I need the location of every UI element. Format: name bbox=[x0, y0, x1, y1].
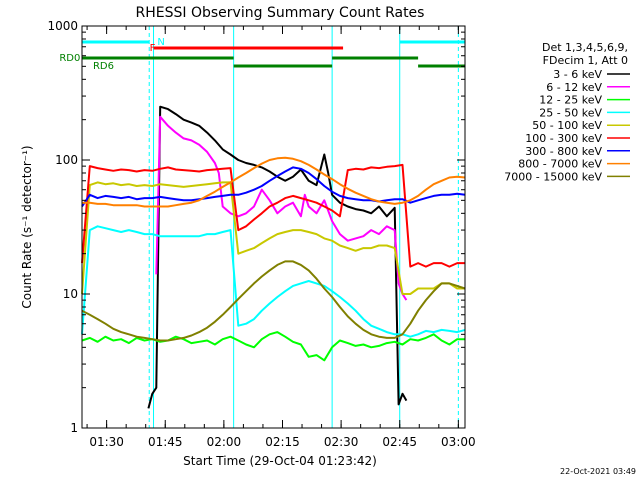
legend: Det 1,3,4,5,6,9, FDecim 1, Att 0 3 - 6 k… bbox=[504, 41, 630, 183]
series-line-7 bbox=[82, 156, 466, 208]
y-tick-label-2: 100 bbox=[55, 153, 78, 167]
legend-label-3: 25 - 50 keV bbox=[539, 106, 602, 119]
legend-label-2: 12 - 25 keV bbox=[539, 94, 602, 107]
legend-header-line-2: FDecim 1, Att 0 bbox=[543, 54, 628, 67]
series-line-5 bbox=[81, 163, 465, 268]
flag-label-1: F bbox=[150, 43, 156, 54]
x-axis-label: Start Time (29-Oct-04 01:23:42) bbox=[183, 454, 377, 468]
legend-header-line-1: Det 1,3,4,5,6,9, bbox=[542, 41, 628, 54]
generation-timestamp: 22-Oct-2021 03:49 bbox=[560, 467, 636, 476]
legend-label-4: 50 - 100 keV bbox=[532, 119, 602, 132]
series-line-8 bbox=[81, 260, 466, 342]
x-axis: 01:30 01:45 02:00 02:15 02:30 02:45 03:00 bbox=[86, 26, 476, 449]
x-tick-label-0: 01:30 bbox=[89, 435, 124, 449]
series-lines bbox=[81, 105, 466, 409]
legend-label-5: 100 - 300 keV bbox=[525, 132, 602, 145]
x-tick-label-2: 02:00 bbox=[207, 435, 242, 449]
x-tick-label-3: 02:15 bbox=[265, 435, 300, 449]
plot-frame bbox=[81, 25, 466, 429]
y-tick-label-1: 10 bbox=[63, 287, 78, 301]
legend-label-7: 800 - 7000 keV bbox=[518, 158, 602, 171]
flag-bars: NF RD0 RD6 bbox=[59, 37, 465, 72]
series-line-1 bbox=[155, 115, 408, 301]
legend-label-6: 300 - 800 keV bbox=[525, 145, 602, 158]
legend-label-0: 3 - 6 keV bbox=[553, 68, 602, 81]
y-tick-label-0: 1 bbox=[70, 421, 78, 435]
y-tick-label-3: 1000 bbox=[47, 19, 78, 33]
chart-title: RHESSI Observing Summary Count Rates bbox=[136, 5, 425, 21]
series-line-0 bbox=[147, 105, 408, 409]
x-tick-label-1: 01:45 bbox=[148, 435, 183, 449]
y-axis-label: Count Rate (s⁻¹ detector⁻¹) bbox=[20, 145, 34, 308]
flag-label-3: RD6 bbox=[93, 61, 114, 72]
series-line-6 bbox=[81, 166, 466, 208]
flag-label-2: RD0 bbox=[59, 53, 80, 64]
y-axis: 1 10 100 1000 bbox=[47, 19, 465, 435]
flag-label-0: N bbox=[157, 37, 164, 48]
series-line-2 bbox=[81, 331, 465, 362]
x-tick-label-4: 02:30 bbox=[324, 435, 359, 449]
x-tick-label-5: 02:45 bbox=[382, 435, 417, 449]
legend-label-1: 6 - 12 keV bbox=[546, 81, 602, 94]
series-line-4 bbox=[81, 181, 465, 295]
legend-label-8: 7000 - 15000 keV bbox=[504, 170, 602, 183]
x-tick-label-6: 03:00 bbox=[441, 435, 476, 449]
